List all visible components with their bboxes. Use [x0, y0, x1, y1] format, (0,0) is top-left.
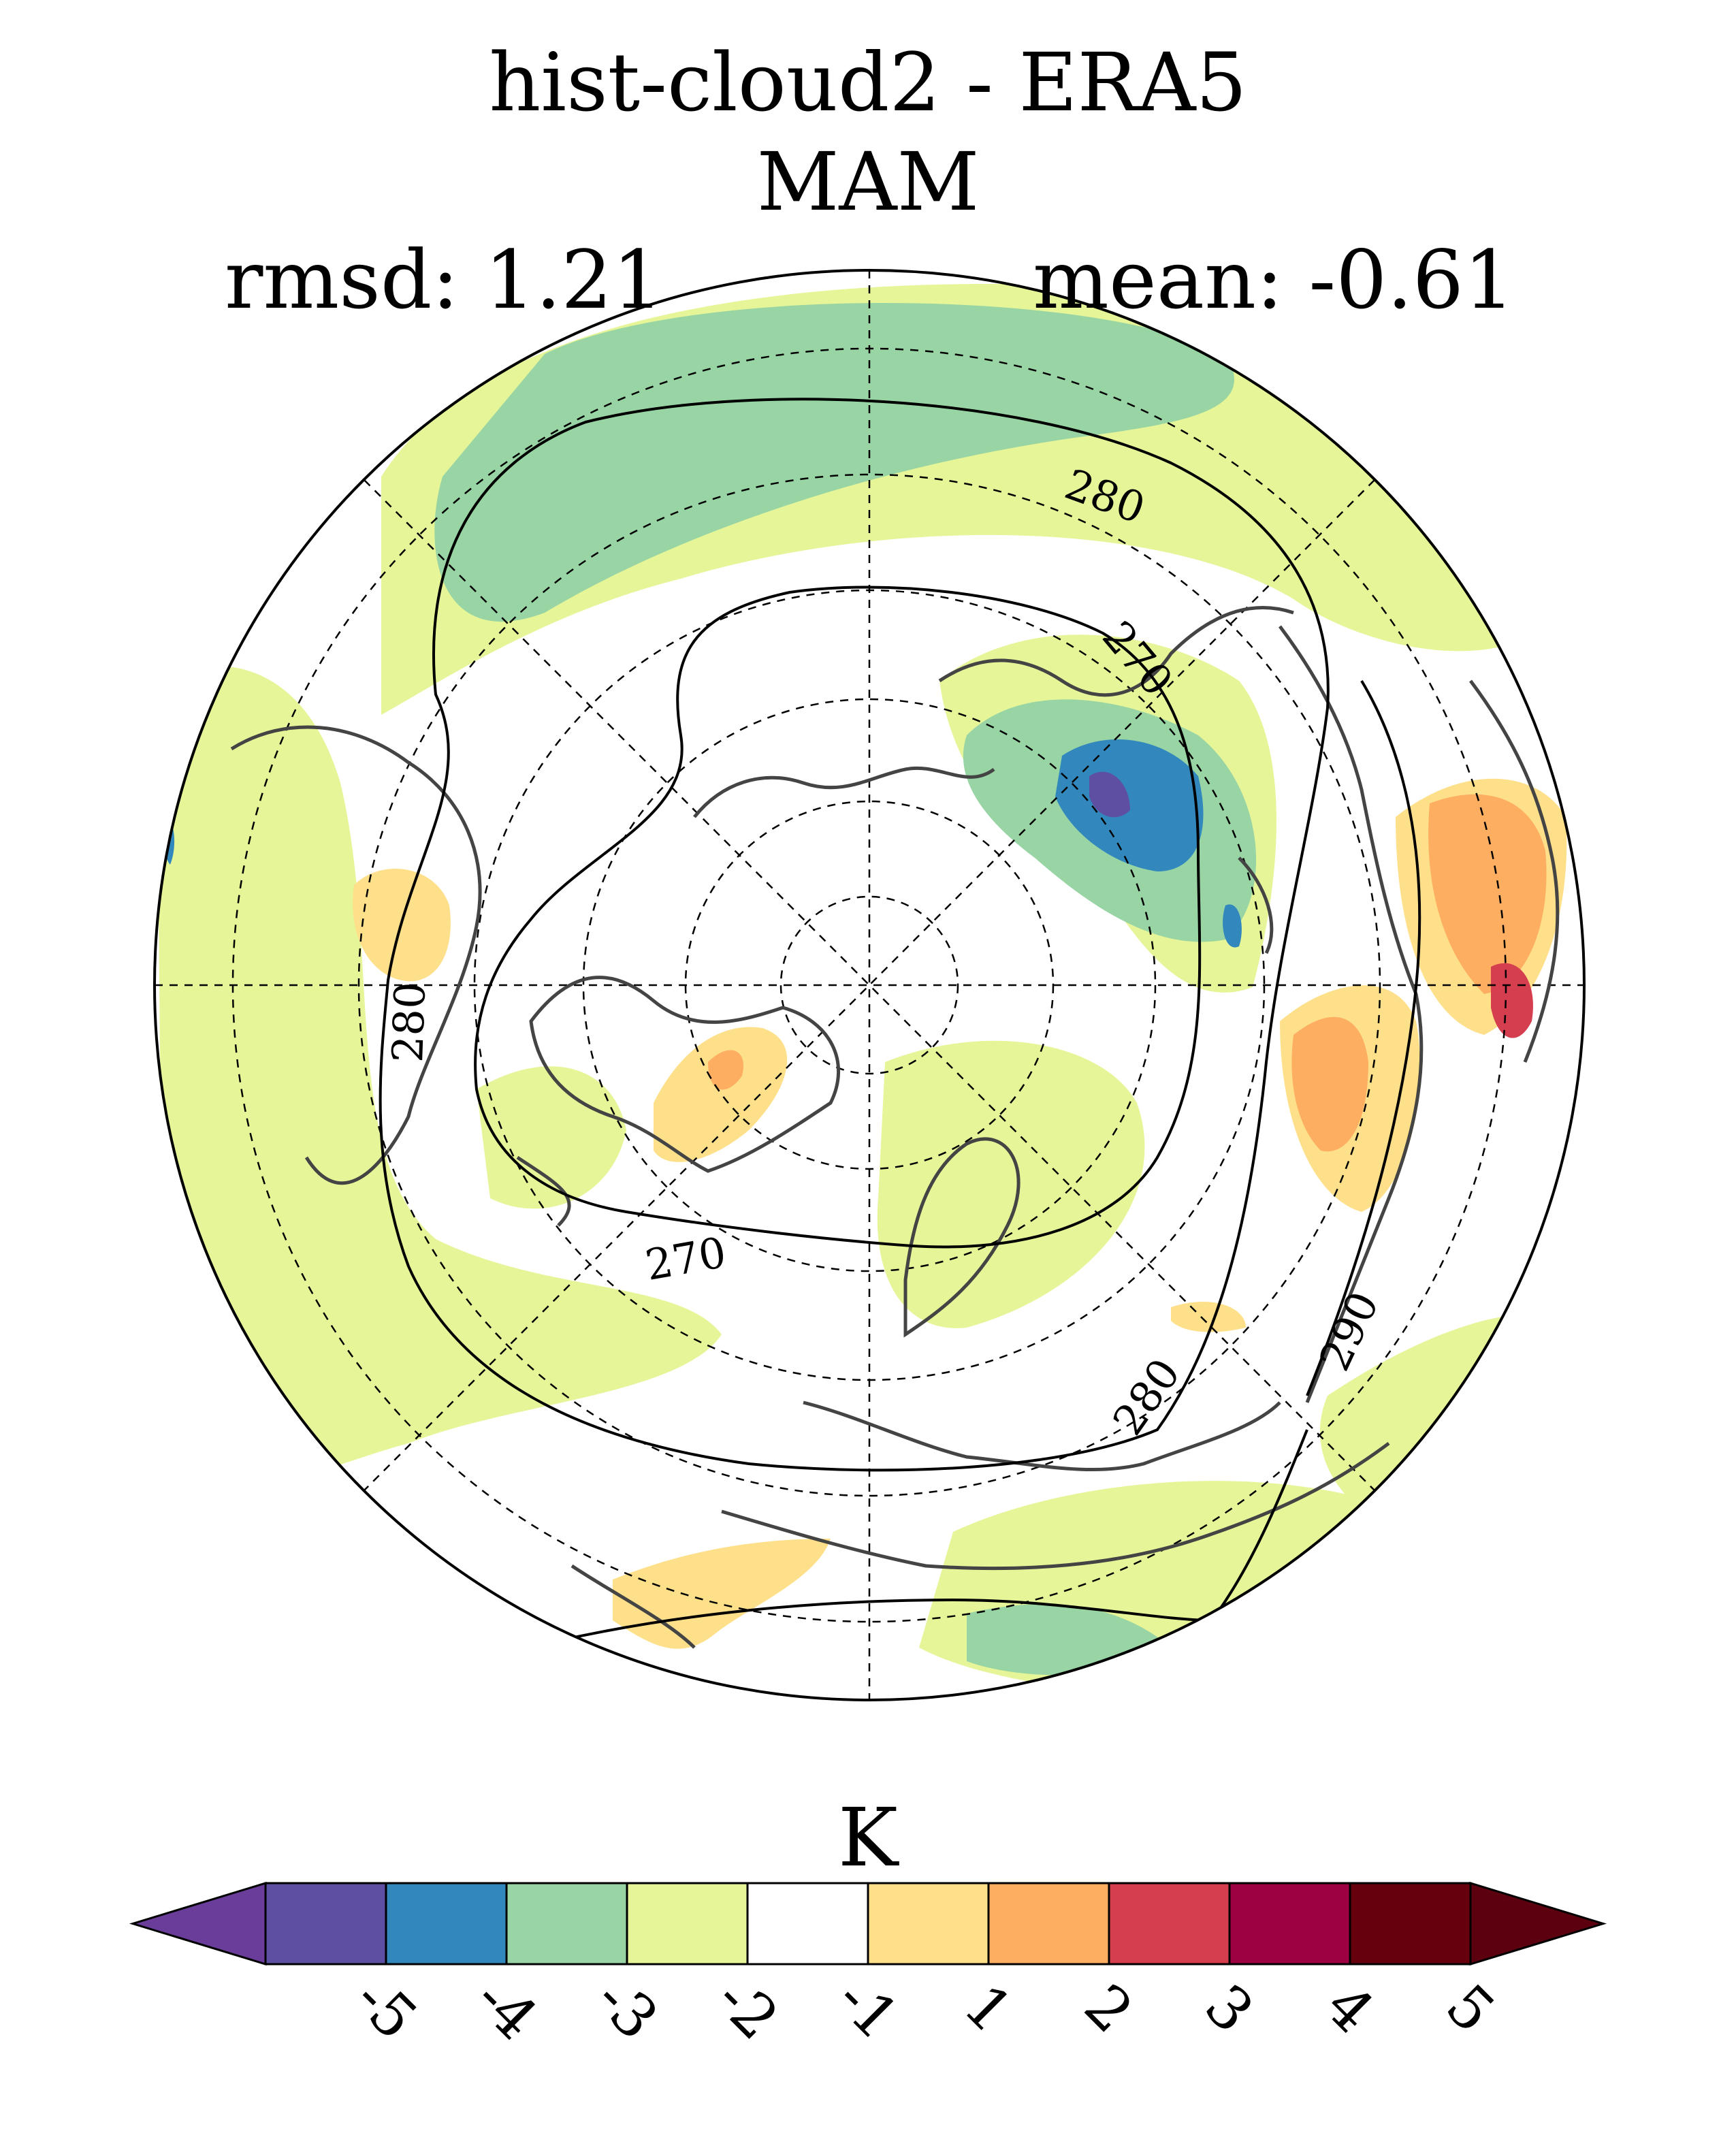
colorbar-tick-label: 1 [951, 1972, 1025, 2046]
region-blue-small [1223, 904, 1242, 948]
colorbar-swatch [626, 1882, 749, 1966]
colorbar-swatch [746, 1882, 869, 1966]
contour-280-outer [379, 398, 1330, 1472]
colorbar-tick-label: -2 [703, 1965, 791, 2053]
colorbar-tick-label: -3 [582, 1965, 671, 2053]
contour-label: 280 [383, 981, 435, 1063]
colorbar-swatch [1228, 1882, 1351, 1966]
colorbar-tick-label: -4 [462, 1965, 550, 2053]
colorbar-units: K [837, 1791, 899, 1885]
region-atlantic-light-green [477, 1066, 626, 1209]
region-east-orange [1291, 1016, 1368, 1152]
colorbar-swatch [385, 1882, 508, 1966]
colorbar-over-triangle [1469, 1881, 1607, 1966]
contour-290 [1306, 679, 1421, 1396]
region-asia-red [1491, 963, 1533, 1038]
figure-subtitle: MAM [756, 135, 980, 229]
colorbar-swatch [1108, 1882, 1231, 1966]
region-europe-light-green [877, 1040, 1145, 1328]
colorbar-tick-label: -1 [823, 1965, 912, 2053]
map-border [153, 269, 1586, 1701]
colorbar-tick-label: 5 [1433, 1972, 1507, 2046]
colorbar-swatch [505, 1882, 628, 1966]
region-greenland-orange [708, 1050, 743, 1090]
figure-title: hist-cloud2 - ERA5 [489, 35, 1247, 129]
colorbar: -5 -4 -3 -2 -1 1 2 3 4 5 [129, 1881, 1607, 2053]
contour-labels: 280 270 280 270 280 290 [383, 459, 1389, 1444]
colorbar-swatch [987, 1882, 1110, 1966]
region-greenland-yellow [654, 1027, 788, 1162]
colorbar-tick-label: 4 [1313, 1972, 1387, 2046]
temperature-contours [379, 398, 1421, 1642]
region-asia-orange [1428, 794, 1547, 994]
contour-270 [474, 586, 1202, 1249]
graticule [155, 270, 1584, 1700]
colorbar-tick-label: -5 [341, 1965, 430, 2053]
colorbar-tick-label: 2 [1072, 1972, 1146, 2046]
colorbar-under-triangle [129, 1881, 267, 1966]
contour-south [558, 1429, 1308, 1642]
region-pacific-green [434, 303, 1235, 622]
colorbar-swatch [867, 1882, 990, 1966]
colorbar-tick-label: 3 [1192, 1972, 1266, 2046]
region-nw-green [163, 792, 233, 931]
region-india-yellow [1171, 1301, 1246, 1332]
region-west-light-green [157, 666, 722, 1487]
rmsd-label: rmsd: 1.21 [225, 233, 664, 327]
colorbar-swatch [1349, 1882, 1472, 1966]
region-siberia-purple [1089, 771, 1130, 818]
colorbar-swatch [264, 1882, 387, 1966]
mean-label: mean: -0.61 [1033, 233, 1515, 327]
